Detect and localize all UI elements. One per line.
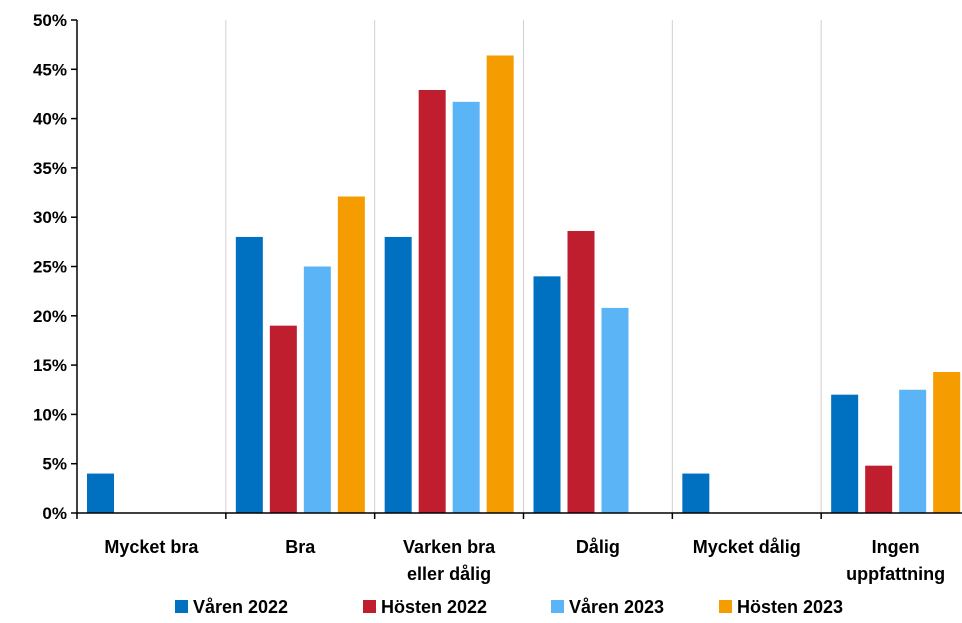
y-tick-label: 30% <box>33 208 67 227</box>
bar <box>384 236 412 514</box>
chart-axes <box>76 20 962 514</box>
y-tick-label: 40% <box>33 110 67 129</box>
y-axis-ticks: 0% 5% 10% 15% 20% 25% 30% 35% 40% 45% 50% <box>33 11 77 523</box>
legend-swatch <box>175 600 188 613</box>
bar <box>303 266 331 513</box>
bar <box>899 389 927 513</box>
bar <box>452 101 480 513</box>
legend-label: Våren 2023 <box>569 597 664 617</box>
x-tick-label: Ingen uppfattning <box>846 537 945 584</box>
y-tick-label: 0% <box>42 504 67 523</box>
chart-grid <box>225 20 822 513</box>
bar <box>87 473 114 513</box>
x-axis-labels: Mycket bra Bra Varken bra eller dålig Dålig M… <box>76 513 945 584</box>
legend-swatch <box>719 600 732 613</box>
x-tick-label: Bra <box>285 537 316 557</box>
bar <box>269 325 297 513</box>
y-tick-label: 45% <box>33 60 67 79</box>
bar <box>235 236 263 514</box>
bar <box>533 276 561 513</box>
bar <box>865 465 893 513</box>
bar <box>418 90 446 514</box>
y-tick-label: 20% <box>33 307 67 326</box>
x-tick-label: Mycket bra <box>104 537 199 557</box>
y-tick-label: 5% <box>42 455 67 474</box>
legend-label: Hösten 2023 <box>737 597 843 617</box>
y-tick-label: 15% <box>33 356 67 375</box>
bar <box>933 372 961 513</box>
legend-swatch <box>363 600 376 613</box>
x-tick-label: Dålig <box>576 537 620 557</box>
x-tick-label: Mycket dålig <box>693 537 801 557</box>
bar <box>337 196 365 513</box>
bar <box>486 55 514 513</box>
legend-swatch <box>551 600 564 613</box>
legend-label: Våren 2022 <box>193 597 288 617</box>
legend-label: Hösten 2022 <box>381 597 487 617</box>
y-tick-label: 50% <box>33 11 67 30</box>
legend: Våren 2022 Hösten 2022 Våren 2023 Hösten 20… <box>175 597 843 617</box>
bar <box>601 307 629 513</box>
y-tick-label: 10% <box>33 405 67 424</box>
y-tick-label: 25% <box>33 258 67 277</box>
x-tick-label: Varken bra eller dålig <box>403 537 496 584</box>
y-tick-label: 35% <box>33 159 67 178</box>
bar <box>567 231 595 513</box>
chart-bars <box>87 55 961 514</box>
bar <box>831 394 859 513</box>
bar <box>682 473 710 513</box>
